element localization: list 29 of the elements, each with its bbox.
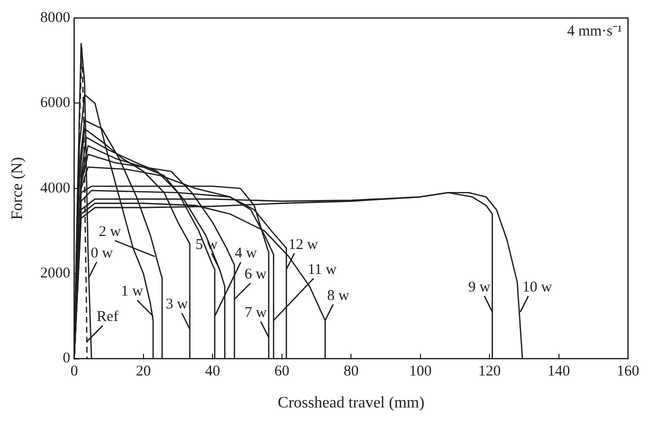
annotation: 11 w — [308, 262, 337, 278]
annotation: 10 w — [522, 279, 552, 296]
annotation: 3 w — [166, 296, 188, 312]
y-tick-label: 6000 — [40, 95, 70, 112]
y-tick-label: 8000 — [40, 10, 70, 26]
x-tick-label: 120 — [478, 364, 501, 380]
x-tick-label: 40 — [205, 364, 220, 380]
annotation: 8 w — [327, 288, 350, 304]
x-axis-title: Crosshead travel (mm) — [278, 394, 424, 412]
x-tick-label: 140 — [548, 364, 570, 380]
x-tick-label: 160 — [616, 364, 640, 380]
x-tick-label: 80 — [344, 364, 359, 380]
annotation: 6 w — [244, 266, 267, 283]
annotation: 0 w — [90, 245, 113, 262]
annotation: 7 w — [244, 304, 267, 321]
y-tick-label: 0 — [62, 350, 70, 367]
x-tick-label: 20 — [136, 364, 151, 380]
x-tick-label: 60 — [274, 364, 290, 380]
y-tick-label: 2000 — [40, 266, 70, 282]
annotation: 12 w — [288, 236, 318, 253]
y-axis-title: Force (N) — [8, 157, 26, 220]
x-tick-label: 100 — [409, 364, 432, 380]
annotation: 1 w — [121, 284, 144, 300]
y-tick-label: 4000 — [40, 180, 70, 196]
annotation: 4 mm·s⁻¹ — [567, 23, 622, 40]
annotation: 9 w — [468, 279, 490, 296]
annotation: 4 w — [234, 246, 257, 262]
annotation: Ref — [96, 309, 118, 326]
annotation: 2 w — [98, 224, 122, 240]
